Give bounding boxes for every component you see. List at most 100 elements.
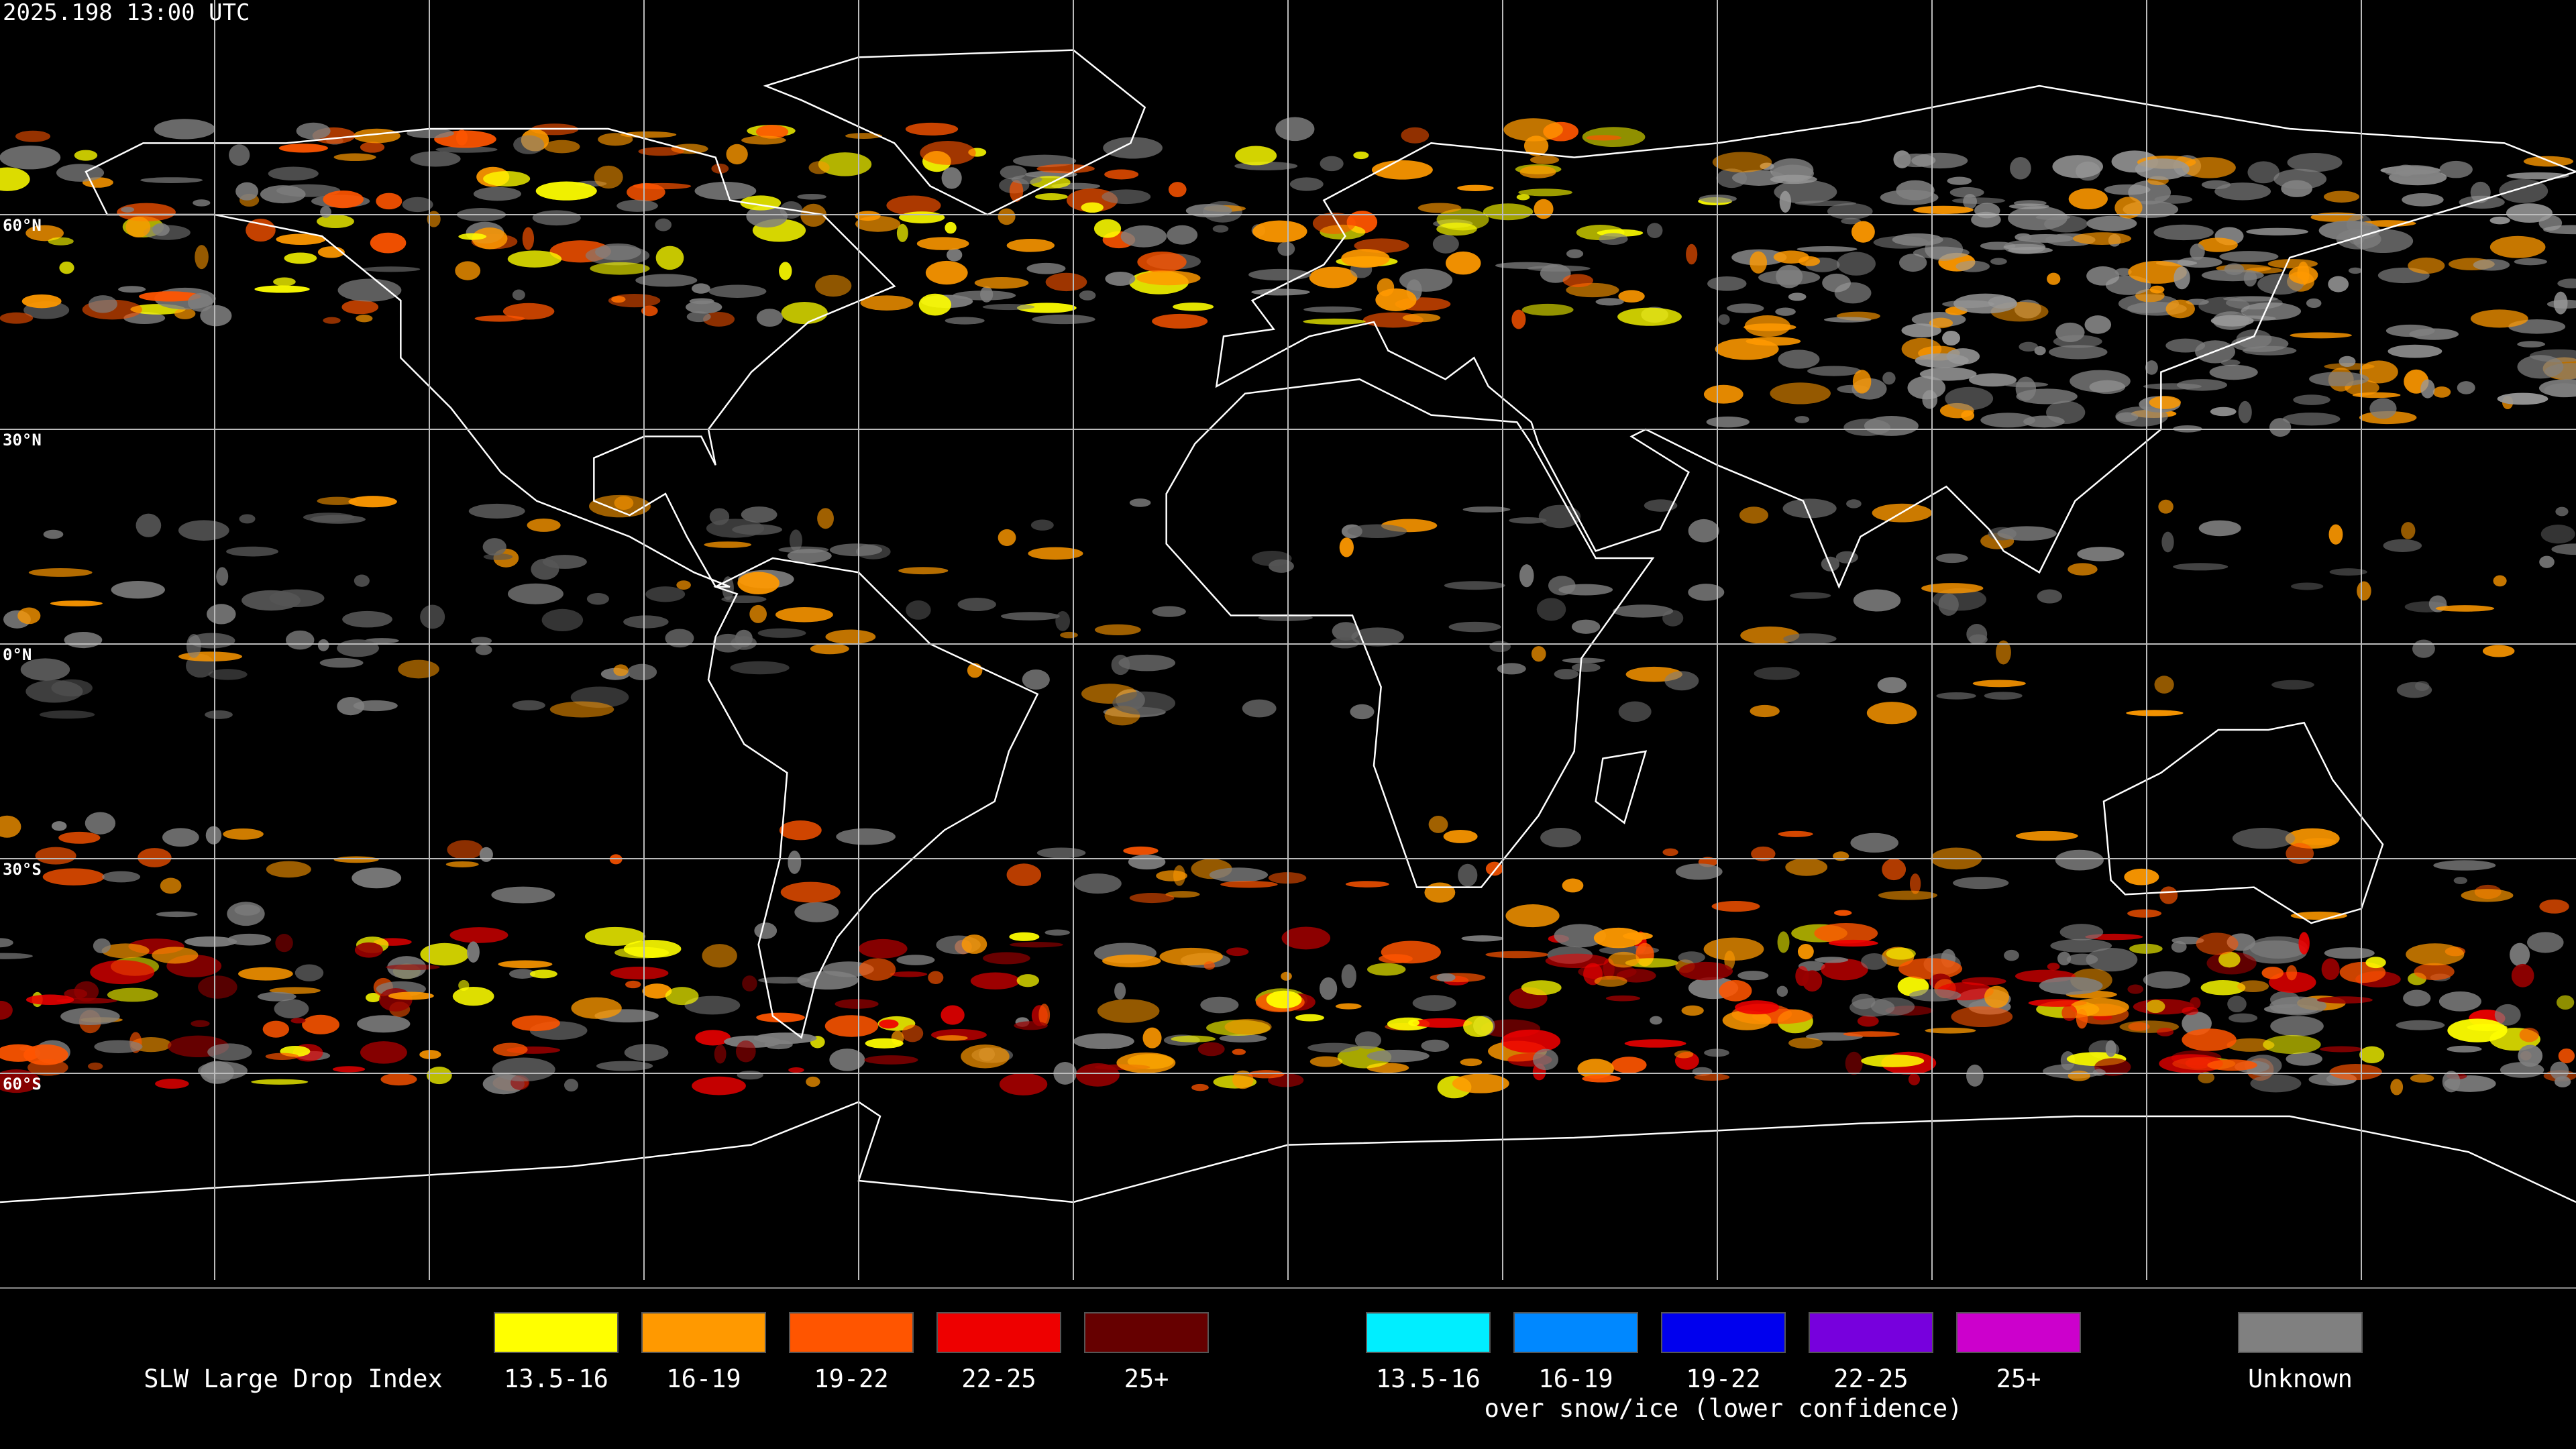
cloud-patch <box>780 881 841 903</box>
cloud-patch <box>879 1019 899 1029</box>
cloud-patch <box>94 1040 143 1054</box>
cloud-patch <box>655 246 684 270</box>
cloud-patch <box>118 286 146 293</box>
cloud-patch <box>20 658 70 681</box>
cloud-patch <box>512 289 525 301</box>
cloud-patch <box>1534 199 1554 219</box>
cloud-patch <box>2159 886 2178 904</box>
cloud-patch <box>2247 161 2279 184</box>
cloud-patch <box>1303 318 1366 325</box>
lat-label: 60°N <box>3 216 42 235</box>
cloud-patch <box>235 182 259 201</box>
cloud-patch <box>0 312 34 324</box>
cloud-patch <box>229 144 250 166</box>
cloud-patch <box>1849 998 1895 1017</box>
cloud-patch <box>1295 1014 1324 1022</box>
legend-swatch <box>1661 1312 1786 1353</box>
cloud-patch <box>1335 1003 1362 1010</box>
cloud-patch <box>1026 262 1066 274</box>
cloud-patch <box>684 996 741 1015</box>
cloud-patch <box>1758 270 1821 285</box>
cloud-patch <box>1028 547 1083 560</box>
cloud-patch <box>756 309 783 327</box>
cloud-patch <box>58 831 101 844</box>
cloud-patch <box>2128 1022 2150 1031</box>
cloud-patch <box>1531 646 1546 662</box>
cloud-patch <box>1152 606 1186 617</box>
cloud-patch <box>2291 582 2324 590</box>
legend-swatch <box>1513 1312 1638 1353</box>
cloud-patch <box>1554 924 1607 948</box>
cloud-patch <box>1754 667 1800 680</box>
cloud-patch <box>193 199 211 207</box>
cloud-patch <box>1111 655 1130 676</box>
cloud-patch <box>2320 1046 2363 1053</box>
cloud-patch <box>825 629 876 644</box>
cloud-patch <box>1571 619 1601 634</box>
cloud-patch <box>610 966 669 980</box>
cloud-patch <box>741 506 777 523</box>
cloud-patch <box>1814 957 1849 963</box>
cloud-patch <box>0 167 30 191</box>
cloud-patch <box>1006 863 1042 886</box>
cloud-patch <box>2200 980 2246 996</box>
cloud-patch <box>742 975 757 991</box>
cloud-patch <box>2198 237 2238 252</box>
cloud-patch <box>2287 153 2343 172</box>
cloud-patch <box>310 515 366 524</box>
cloud-patch <box>402 197 433 213</box>
cloud-patch <box>333 856 379 863</box>
cloud-patch <box>998 529 1016 546</box>
cloud-patch <box>492 1057 555 1082</box>
cloud-patch <box>1303 306 1362 313</box>
cloud-patch <box>638 147 684 156</box>
cloud-patch <box>353 700 398 712</box>
cloud-patch <box>624 1044 669 1061</box>
cloud-patch <box>2328 276 2349 292</box>
cloud-patch <box>2015 830 2078 841</box>
cloud-patch <box>1969 634 1988 645</box>
cloud-patch <box>665 629 694 648</box>
cloud-patch <box>1436 222 1477 236</box>
cloud-patch <box>111 580 165 599</box>
cloud-patch <box>2227 996 2247 1013</box>
cloud-patch <box>2453 877 2467 884</box>
cloud-patch <box>2385 324 2435 337</box>
cloud-patch <box>455 261 481 280</box>
cloud-patch <box>1851 221 1875 243</box>
cloud-patch <box>594 165 623 189</box>
cloud-patch <box>152 223 170 236</box>
cloud-patch <box>2084 315 2112 334</box>
cloud-patch <box>508 969 536 979</box>
cloud-patch <box>1102 954 1161 967</box>
cloud-patch <box>810 643 849 655</box>
cloud-patch <box>154 119 215 140</box>
cloud-patch <box>492 1042 528 1057</box>
cloud-patch <box>2201 269 2264 282</box>
cloud-patch <box>2439 160 2473 178</box>
cloud-patch <box>1191 1083 1209 1091</box>
cloud-patch <box>1623 932 1653 941</box>
cloud-patch <box>2053 335 2102 348</box>
legend-label: 13.5-16 <box>504 1364 608 1393</box>
cloud-patch <box>1788 292 1807 301</box>
cloud-patch <box>1688 584 1725 601</box>
cloud-patch <box>2149 396 2181 409</box>
cloud-patch <box>341 300 379 315</box>
cloud-patch <box>2228 1013 2258 1023</box>
cloud-patch <box>1843 1031 1900 1037</box>
cloud-patch <box>824 1015 879 1037</box>
cloud-patch <box>2321 958 2340 981</box>
cloud-patch <box>1016 974 1040 987</box>
cloud-patch <box>2034 345 2046 356</box>
cloud-patch <box>1823 317 1872 323</box>
cloud-patch <box>379 987 413 1012</box>
cloud-patch <box>356 315 373 323</box>
cloud-patch <box>1013 154 1077 168</box>
cloud-patch <box>364 638 399 644</box>
cloud-patch <box>746 205 788 228</box>
cloud-patch <box>726 144 748 165</box>
cloud-patch <box>251 1079 309 1085</box>
cloud-patch <box>1922 390 1938 409</box>
cloud-patch <box>703 311 735 327</box>
